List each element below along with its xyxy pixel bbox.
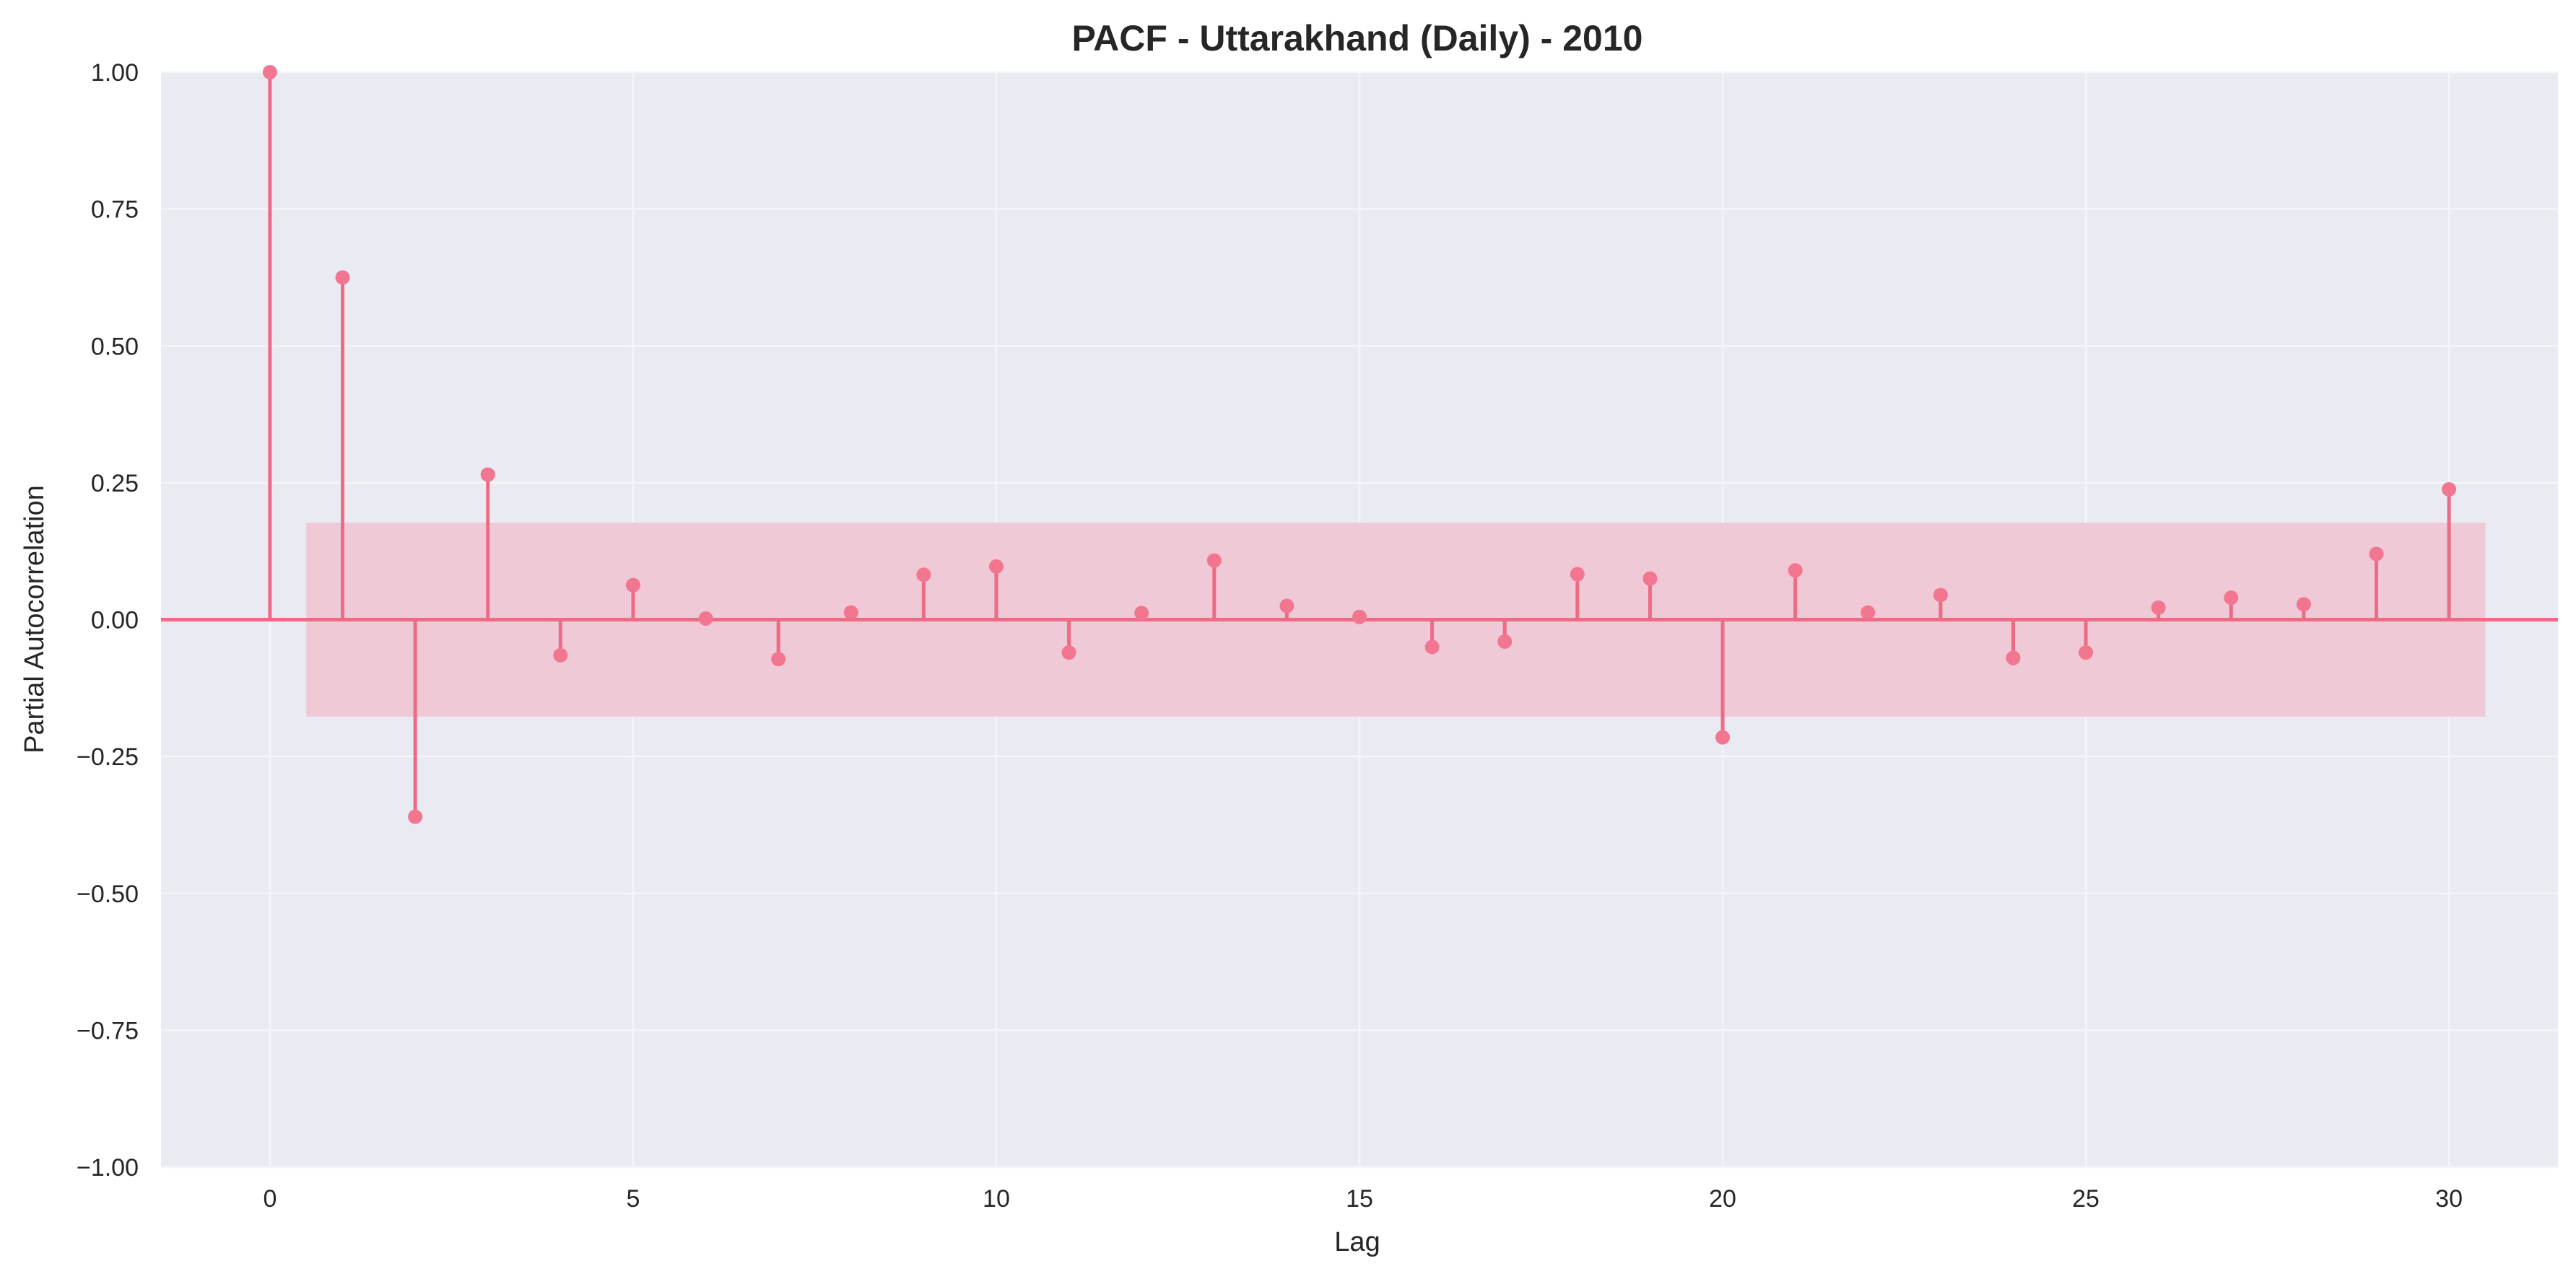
x-tick-label: 5 (626, 1185, 640, 1213)
marker-lag-14 (1279, 598, 1294, 614)
marker-lag-27 (2224, 590, 2239, 606)
x-tick-label: 15 (1346, 1185, 1373, 1213)
marker-lag-28 (2296, 597, 2311, 612)
y-tick-label: 0.25 (91, 470, 139, 497)
marker-lag-13 (1206, 553, 1222, 568)
x-tick-label: 20 (1709, 1185, 1736, 1213)
marker-lag-8 (843, 605, 858, 620)
x-axis-label: Lag (1334, 1227, 1380, 1257)
marker-lag-5 (625, 577, 640, 593)
y-tick-label: −1.00 (77, 1154, 139, 1182)
x-tick-label: 0 (263, 1185, 277, 1213)
marker-lag-15 (1352, 609, 1367, 624)
marker-lag-30 (2442, 481, 2457, 497)
marker-lag-10 (988, 559, 1004, 574)
x-tick-label: 30 (2435, 1185, 2463, 1213)
y-axis-label: Partial Autocorrelation (19, 485, 50, 754)
x-tick-label: 25 (2072, 1185, 2099, 1213)
marker-lag-7 (771, 652, 786, 667)
chart-title: PACF - Uttarakhand (Daily) - 2010 (1072, 18, 1643, 58)
y-tick-label: −0.75 (77, 1017, 139, 1044)
marker-lag-23 (1933, 588, 1948, 603)
marker-lag-9 (916, 567, 931, 582)
marker-lag-29 (2369, 546, 2384, 562)
marker-lag-19 (1642, 571, 1658, 586)
marker-lag-26 (2151, 600, 2166, 615)
y-tick-labels: −1.00 −0.75 −0.50 −0.25 0.00 0.25 0.50 0.75 1.00 (77, 59, 139, 1182)
y-tick-label: −0.25 (77, 743, 139, 771)
marker-lag-12 (1134, 606, 1149, 621)
marker-lag-18 (1570, 567, 1585, 582)
marker-lag-3 (480, 467, 495, 482)
y-tick-label: 0.75 (91, 196, 139, 224)
marker-lag-24 (2006, 650, 2021, 665)
y-tick-label: 1.00 (91, 59, 139, 87)
marker-lag-25 (2079, 645, 2094, 660)
marker-lag-2 (408, 809, 423, 824)
marker-lag-4 (553, 647, 568, 663)
y-tick-label: −0.50 (77, 881, 139, 908)
x-tick-labels: 0 5 10 15 20 25 30 (263, 1185, 2463, 1213)
marker-lag-1 (335, 270, 350, 285)
y-tick-label: 0.00 (91, 607, 139, 634)
markers (262, 65, 2457, 824)
y-tick-label: 0.50 (91, 333, 139, 360)
marker-lag-20 (1715, 730, 1731, 745)
marker-lag-6 (698, 611, 713, 626)
marker-lag-22 (1861, 605, 1876, 620)
x-tick-label: 10 (983, 1185, 1010, 1213)
marker-lag-21 (1788, 563, 1803, 578)
marker-lag-17 (1497, 634, 1513, 649)
marker-lag-16 (1424, 640, 1440, 655)
marker-lag-11 (1061, 645, 1076, 660)
marker-lag-0 (262, 65, 277, 79)
grid-lines (161, 71, 2558, 1169)
